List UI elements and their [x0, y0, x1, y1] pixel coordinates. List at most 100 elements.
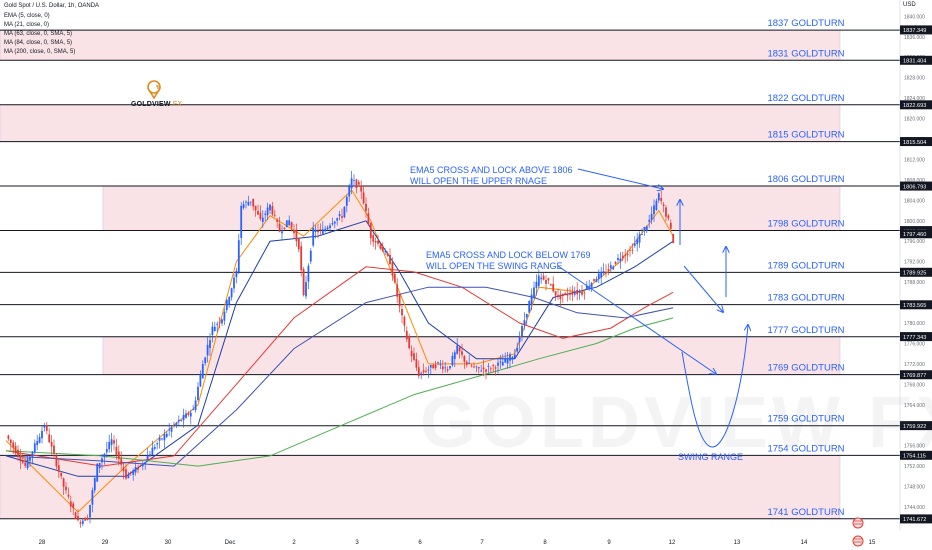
indicator-ema5[interactable]: EMA (5, close, 0) [4, 13, 50, 19]
candle-body [547, 278, 550, 281]
price-tag [900, 229, 932, 239]
x-tick-label: 9 [607, 540, 611, 546]
candle-body [405, 331, 408, 340]
candle-body [50, 441, 53, 447]
candle-body [626, 254, 629, 256]
price-tag [900, 100, 932, 110]
candle-body [223, 311, 226, 321]
candle-body [199, 374, 202, 387]
candle-body [516, 347, 519, 352]
candle-body [506, 358, 509, 364]
price-tag-label: 1797.460 [903, 232, 926, 238]
candle-body [72, 503, 75, 509]
candle-body [297, 238, 300, 250]
candle-body [187, 413, 190, 415]
candle-body [468, 362, 471, 364]
candle-body [650, 213, 653, 220]
candle-body [129, 471, 132, 473]
candle-body [612, 266, 615, 270]
y-tick-label: 1744.000 [904, 505, 925, 511]
logo-brand: GOLDVIEW [131, 101, 171, 108]
candle-body [101, 458, 103, 463]
indicator-ma200[interactable]: MA (200, close, 0, SMA, 5) [4, 49, 76, 55]
candle-body [257, 211, 259, 215]
level-label: 1777 GOLDTURN [767, 325, 844, 336]
candle-body [542, 275, 545, 280]
indicator-ma63[interactable]: MA (63, close, 0, SMA, 5) [4, 31, 73, 37]
candle-body [161, 438, 163, 440]
candle-body [554, 291, 557, 296]
candle-body [456, 345, 459, 354]
candle-body [487, 366, 490, 367]
candle-body [638, 234, 641, 243]
candle-body [302, 269, 305, 296]
x-tick-label: 7 [480, 540, 484, 546]
candle-body [326, 227, 329, 230]
candle-body [470, 365, 473, 367]
x-tick-label: 28 [39, 540, 46, 546]
price-axis[interactable]: 1744.0001748.0001752.0001756.0001760.000… [899, 0, 932, 530]
candle-body [648, 219, 651, 222]
candle-body [453, 352, 456, 359]
candle-body [415, 359, 418, 368]
candle-body [77, 516, 79, 521]
indicator-ma21[interactable]: MA (21, close, 0) [4, 22, 50, 28]
candle-body [609, 265, 612, 269]
candle-body [261, 217, 264, 223]
candle-body [249, 201, 252, 203]
candle-body [427, 369, 430, 371]
candle-body [7, 435, 10, 439]
candle-body [237, 240, 240, 273]
candle-body [561, 293, 564, 296]
candle-body [494, 367, 497, 369]
y-tick-label: 1764.000 [904, 403, 925, 409]
chart-title[interactable]: Gold Spot / U.S. Dollar, 1h, OANDA [4, 3, 100, 9]
candle-body [105, 449, 108, 453]
candle-body [391, 262, 394, 276]
candle-body [463, 356, 466, 362]
candle-body [197, 386, 199, 400]
candle-body [273, 214, 276, 216]
candle-body [473, 366, 475, 368]
candle-body [417, 367, 420, 377]
candle-body [151, 447, 154, 455]
candle-body [81, 520, 84, 524]
candle-body [122, 467, 125, 472]
zone-box [0, 29, 841, 61]
y-tick-label: 1812.000 [904, 157, 925, 163]
price-tag [900, 450, 932, 460]
candle-body [345, 196, 348, 206]
candle-body [566, 294, 569, 296]
candle-body [62, 478, 65, 487]
candle-body [213, 326, 216, 332]
candle-body [530, 294, 533, 305]
candle-body [605, 272, 607, 274]
candle-body [401, 309, 403, 316]
candle-body [617, 258, 619, 261]
candle-body [266, 207, 269, 216]
candle-body [36, 441, 39, 446]
candle-body [69, 501, 72, 507]
candle-body [290, 222, 293, 228]
level-label: 1822 GOLDTURN [767, 93, 844, 104]
upper-range-note-line1: EMA5 CROSS AND LOCK ABOVE 1806 [410, 165, 573, 175]
price-tag-label: 1806.793 [903, 184, 926, 190]
candle-body [293, 230, 295, 234]
candle-body [168, 429, 171, 431]
candle-body [621, 255, 624, 259]
indicator-ma84[interactable]: MA (84, close, 0, SMA, 5) [4, 40, 73, 46]
x-tick-label: 8 [543, 540, 547, 546]
candle-body [413, 353, 415, 360]
candle-body [643, 227, 646, 231]
candle-body [369, 223, 372, 239]
ma-line-ma63 [5, 266, 674, 467]
candle-body [660, 197, 663, 201]
candle-body [317, 230, 319, 233]
candle-body [177, 419, 180, 422]
candle-body [422, 370, 425, 373]
swing-range-label: SWING RANGE [678, 452, 743, 462]
candle-body [221, 319, 223, 324]
candle-body [350, 178, 353, 189]
candle-body [497, 362, 499, 366]
